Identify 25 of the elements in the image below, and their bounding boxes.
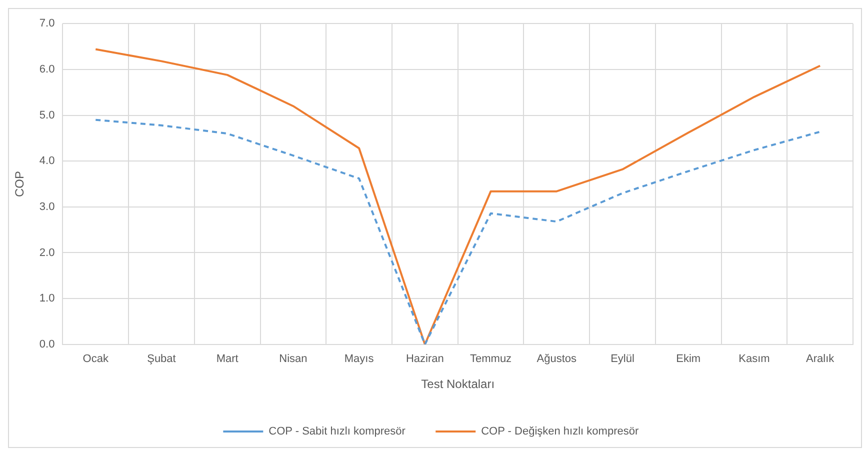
- x-tick-label: Ekim: [676, 353, 701, 366]
- y-axis-title: COP: [12, 170, 27, 198]
- y-tick-label: 3.0: [39, 200, 55, 213]
- x-tick-label: Nisan: [279, 353, 308, 366]
- x-tick-label: Kasım: [738, 353, 770, 366]
- y-tick-label: 6.0: [39, 63, 55, 76]
- y-tick-label: 5.0: [39, 109, 55, 122]
- x-tick-label: Aralık: [806, 353, 835, 366]
- x-tick-label: Mart: [216, 353, 238, 366]
- y-tick-label: 7.0: [39, 18, 55, 30]
- x-tick-label: Mayıs: [344, 353, 374, 366]
- y-tick-label: 4.0: [39, 155, 55, 168]
- y-tick-label: 0.0: [39, 338, 55, 350]
- y-tick-label: 1.0: [39, 292, 55, 305]
- legend-label: COP - Sabit hızlı kompresör: [268, 426, 406, 438]
- x-axis-title: Test Noktaları: [421, 377, 495, 392]
- x-tick-label: Haziran: [406, 353, 444, 366]
- x-tick-label: Ocak: [82, 353, 109, 366]
- line-series: [94, 118, 822, 344]
- x-tick-label: Ağustos: [536, 353, 578, 366]
- x-tick-label: Temmuz: [470, 353, 512, 366]
- x-tick-label: Eylül: [610, 353, 634, 366]
- x-tick-label: Şubat: [147, 353, 176, 366]
- legend-label: COP - Değişken hızlı kompresör: [481, 426, 639, 438]
- y-tick-label: 2.0: [39, 246, 55, 259]
